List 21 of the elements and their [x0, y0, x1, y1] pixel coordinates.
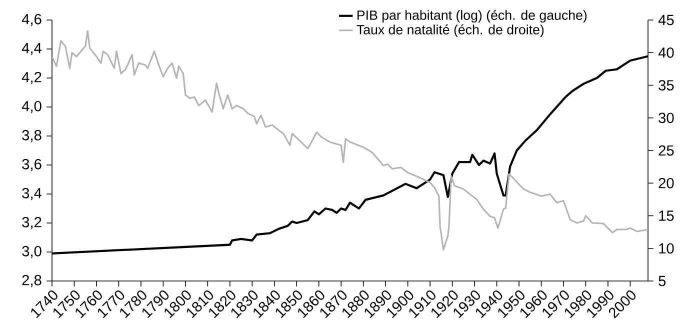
- y-tick-label: 3,6: [22, 158, 42, 172]
- y-tick-label: 3,8: [22, 130, 42, 142]
- y-tick-label: 4,0: [22, 100, 42, 114]
- y2-tick-label: 40: [658, 47, 674, 58]
- y-tick-label: 4,2: [22, 72, 42, 84]
- y2-tick-label: 20: [658, 178, 674, 188]
- y2-tick-label: 25: [658, 145, 674, 156]
- y-tick-label: 3,0: [22, 246, 42, 258]
- legend-label: PIB par habitant (log) (éch. de gauche): [358, 10, 587, 23]
- y-tick-label: 4,4: [22, 43, 42, 55]
- y2-tick-label: 5: [658, 276, 666, 286]
- y2-tick-label: 15: [659, 210, 674, 221]
- y-tick-label: 4,6: [22, 14, 42, 26]
- y-tick-label: 3,4: [22, 188, 42, 200]
- y2-tick-label: 45: [658, 14, 674, 26]
- legend-label: Taux de natalité (éch. de droite): [356, 24, 544, 38]
- y2-tick-label: 10: [659, 243, 674, 254]
- y-tick-label: 3,2: [22, 216, 42, 230]
- y2-tick-label: 35: [658, 80, 674, 90]
- y-tick-label: 2,8: [22, 274, 42, 288]
- y2-tick-label: 30: [658, 112, 674, 124]
